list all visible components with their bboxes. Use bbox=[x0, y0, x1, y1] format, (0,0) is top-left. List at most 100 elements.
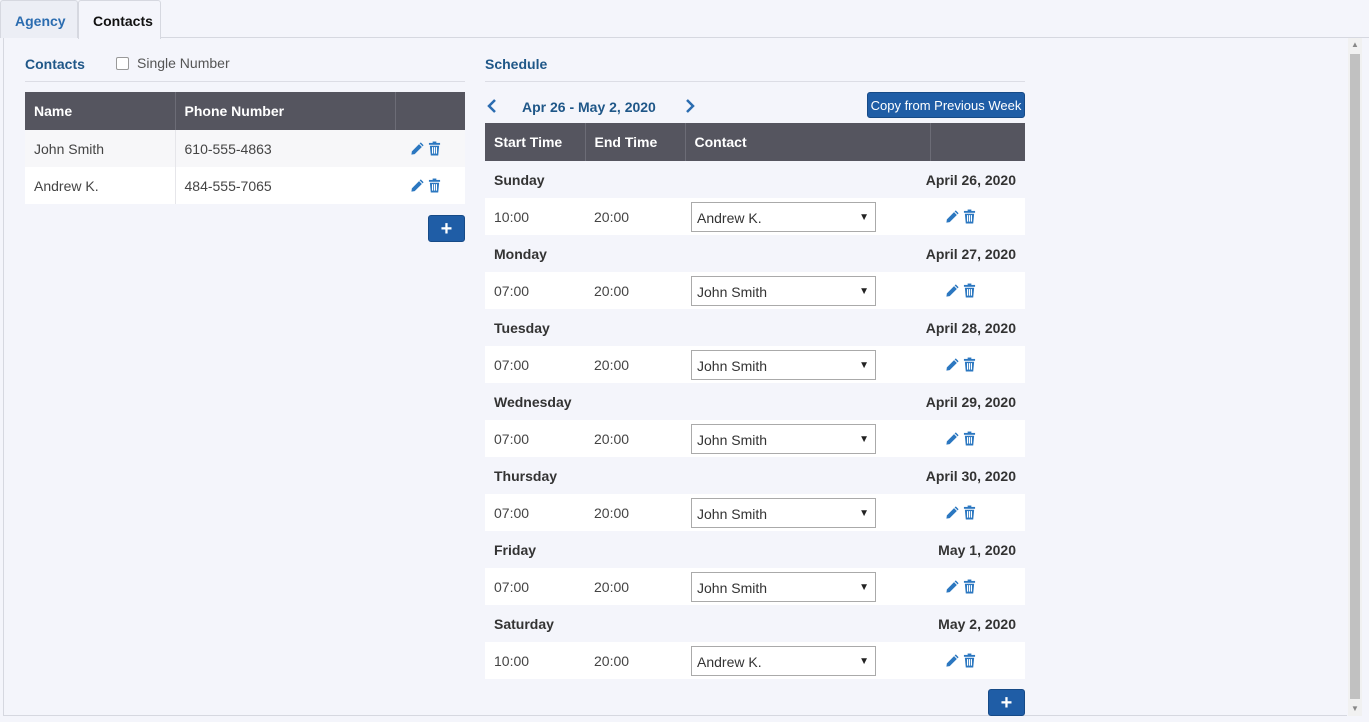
end-time: 20:00 bbox=[585, 272, 685, 309]
pencil-icon[interactable] bbox=[945, 209, 960, 224]
contacts-section-header: Contacts Single Number bbox=[25, 38, 465, 82]
contact-select[interactable]: John Smith ▼ bbox=[691, 497, 876, 528]
contact-name: Andrew K. bbox=[25, 167, 176, 204]
day-date: April 29, 2020 bbox=[685, 383, 1025, 420]
start-time: 07:00 bbox=[485, 272, 585, 309]
contact-select[interactable]: John Smith ▼ bbox=[691, 571, 876, 602]
contact-cell: Andrew K. ▼ bbox=[685, 642, 930, 679]
contact-row: Andrew K. 484-555-7065 bbox=[25, 167, 465, 204]
trash-icon[interactable] bbox=[963, 283, 978, 298]
contact-select[interactable]: Andrew K. ▼ bbox=[691, 645, 876, 676]
trash-icon[interactable] bbox=[428, 178, 443, 193]
start-time: 07:00 bbox=[485, 568, 585, 605]
row-actions bbox=[395, 130, 465, 167]
caret-down-icon: ▼ bbox=[859, 581, 869, 593]
schedule-slot-row: 07:00 20:00 John Smith ▼ bbox=[485, 494, 1025, 531]
day-name: Thursday bbox=[485, 457, 685, 494]
contact-cell: John Smith ▼ bbox=[685, 272, 930, 309]
pencil-icon[interactable] bbox=[945, 283, 960, 298]
copy-previous-week-button[interactable]: Copy from Previous Week bbox=[867, 92, 1025, 118]
end-time: 20:00 bbox=[585, 420, 685, 457]
row-actions bbox=[395, 167, 465, 204]
day-row: Thursday April 30, 2020 bbox=[485, 457, 1025, 494]
trash-icon[interactable] bbox=[963, 431, 978, 446]
contacts-table-header: Name Phone Number bbox=[25, 92, 465, 130]
trash-icon[interactable] bbox=[428, 141, 443, 156]
schedule-section-header: Schedule bbox=[485, 38, 1025, 82]
day-date: April 27, 2020 bbox=[685, 235, 1025, 272]
trash-icon[interactable] bbox=[963, 505, 978, 520]
schedule-slot-row: 07:00 20:00 John Smith ▼ bbox=[485, 568, 1025, 605]
pencil-icon[interactable] bbox=[945, 357, 960, 372]
contact-select-value: John Smith bbox=[697, 505, 768, 522]
start-time: 10:00 bbox=[485, 642, 585, 679]
contact-select[interactable]: John Smith ▼ bbox=[691, 275, 876, 306]
schedule-slot-row: 07:00 20:00 John Smith ▼ bbox=[485, 346, 1025, 383]
trash-icon[interactable] bbox=[963, 209, 978, 224]
caret-down-icon: ▼ bbox=[859, 433, 869, 445]
day-name: Tuesday bbox=[485, 309, 685, 346]
row-actions bbox=[930, 198, 1025, 235]
day-date: April 28, 2020 bbox=[685, 309, 1025, 346]
column-end-time: End Time bbox=[585, 123, 686, 161]
day-name: Wednesday bbox=[485, 383, 685, 420]
day-name: Saturday bbox=[485, 605, 685, 642]
row-actions bbox=[930, 494, 1025, 531]
single-number-checkbox[interactable] bbox=[116, 56, 129, 70]
day-date: April 30, 2020 bbox=[685, 457, 1025, 494]
plus-icon: + bbox=[440, 217, 453, 240]
single-number-toggle[interactable]: Single Number bbox=[116, 55, 230, 71]
add-schedule-button[interactable]: + bbox=[988, 689, 1025, 716]
contact-cell: John Smith ▼ bbox=[685, 494, 930, 531]
contact-cell: Andrew K. ▼ bbox=[685, 198, 930, 235]
row-actions bbox=[930, 642, 1025, 679]
end-time: 20:00 bbox=[585, 568, 685, 605]
chevron-left-icon[interactable] bbox=[487, 97, 497, 118]
contact-select[interactable]: John Smith ▼ bbox=[691, 423, 876, 454]
pencil-icon[interactable] bbox=[945, 653, 960, 668]
contact-select[interactable]: John Smith ▼ bbox=[691, 349, 876, 380]
caret-down-icon: ▼ bbox=[859, 211, 869, 223]
pencil-icon[interactable] bbox=[410, 141, 425, 156]
schedule-title: Schedule bbox=[485, 56, 548, 72]
contact-select[interactable]: Andrew K. ▼ bbox=[691, 201, 876, 232]
scrollbar[interactable]: ▲ ▼ bbox=[1348, 38, 1362, 716]
row-actions bbox=[930, 346, 1025, 383]
trash-icon[interactable] bbox=[963, 579, 978, 594]
column-contact: Contact bbox=[685, 123, 931, 161]
pencil-icon[interactable] bbox=[945, 505, 960, 520]
day-name: Monday bbox=[485, 235, 685, 272]
pencil-icon[interactable] bbox=[410, 178, 425, 193]
week-navigator: Apr 26 - May 2, 2020 Copy from Previous … bbox=[485, 92, 1025, 122]
end-time: 20:00 bbox=[585, 642, 685, 679]
trash-icon[interactable] bbox=[963, 357, 978, 372]
contact-cell: John Smith ▼ bbox=[685, 346, 930, 383]
day-row: Wednesday April 29, 2020 bbox=[485, 383, 1025, 420]
scroll-up-arrow-icon[interactable]: ▲ bbox=[1351, 40, 1359, 49]
start-time: 07:00 bbox=[485, 346, 585, 383]
day-name: Friday bbox=[485, 531, 685, 568]
scrollbar-thumb[interactable] bbox=[1350, 54, 1360, 699]
tab-contacts[interactable]: Contacts bbox=[78, 0, 161, 39]
chevron-right-icon[interactable] bbox=[685, 97, 695, 118]
plus-icon: + bbox=[1000, 691, 1013, 714]
trash-icon[interactable] bbox=[963, 653, 978, 668]
contact-cell: John Smith ▼ bbox=[685, 568, 930, 605]
add-contact-button[interactable]: + bbox=[428, 215, 465, 242]
tab-agency[interactable]: Agency bbox=[0, 0, 78, 38]
contact-select-value: Andrew K. bbox=[697, 209, 762, 226]
contact-phone: 610-555-4863 bbox=[175, 130, 395, 167]
contacts-table: Name Phone Number John Smith 610-555-4863… bbox=[25, 92, 465, 204]
pencil-icon[interactable] bbox=[945, 579, 960, 594]
day-row: Tuesday April 28, 2020 bbox=[485, 309, 1025, 346]
pencil-icon[interactable] bbox=[945, 431, 960, 446]
column-name: Name bbox=[25, 92, 176, 130]
scroll-down-arrow-icon[interactable]: ▼ bbox=[1351, 704, 1359, 713]
single-number-label: Single Number bbox=[137, 55, 230, 71]
column-start-time: Start Time bbox=[485, 123, 586, 161]
tab-bar: Agency Contacts bbox=[0, 0, 1369, 39]
start-time: 07:00 bbox=[485, 420, 585, 457]
contact-name: John Smith bbox=[25, 130, 176, 167]
contact-phone: 484-555-7065 bbox=[175, 167, 395, 204]
caret-down-icon: ▼ bbox=[859, 285, 869, 297]
